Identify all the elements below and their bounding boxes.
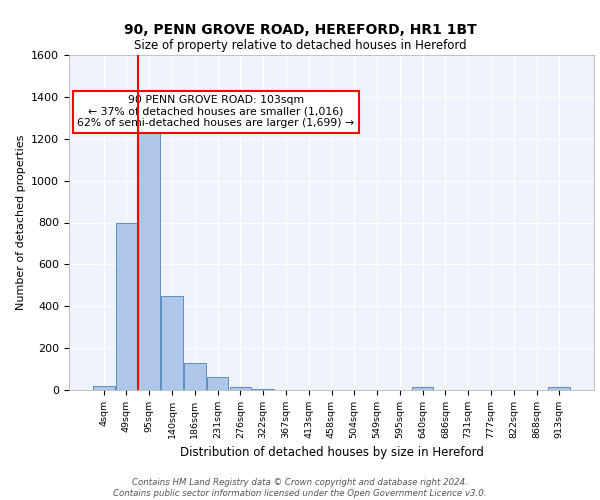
Text: Size of property relative to detached houses in Hereford: Size of property relative to detached ho…: [134, 39, 466, 52]
Bar: [116, 222, 137, 390]
Bar: [207, 378, 229, 390]
X-axis label: Distribution of detached houses by size in Hereford: Distribution of detached houses by size …: [179, 446, 484, 460]
Bar: [253, 389, 274, 390]
Text: 90 PENN GROVE ROAD: 103sqm
← 37% of detached houses are smaller (1,016)
62% of s: 90 PENN GROVE ROAD: 103sqm ← 37% of deta…: [77, 95, 355, 128]
Bar: [230, 387, 251, 390]
Bar: [161, 296, 183, 390]
Bar: [93, 386, 115, 390]
Y-axis label: Number of detached properties: Number of detached properties: [16, 135, 26, 310]
Bar: [548, 387, 570, 390]
Bar: [139, 130, 160, 390]
Bar: [184, 363, 206, 390]
Text: Contains HM Land Registry data © Crown copyright and database right 2024.
Contai: Contains HM Land Registry data © Crown c…: [113, 478, 487, 498]
Bar: [412, 387, 433, 390]
Text: 90, PENN GROVE ROAD, HEREFORD, HR1 1BT: 90, PENN GROVE ROAD, HEREFORD, HR1 1BT: [124, 22, 476, 36]
